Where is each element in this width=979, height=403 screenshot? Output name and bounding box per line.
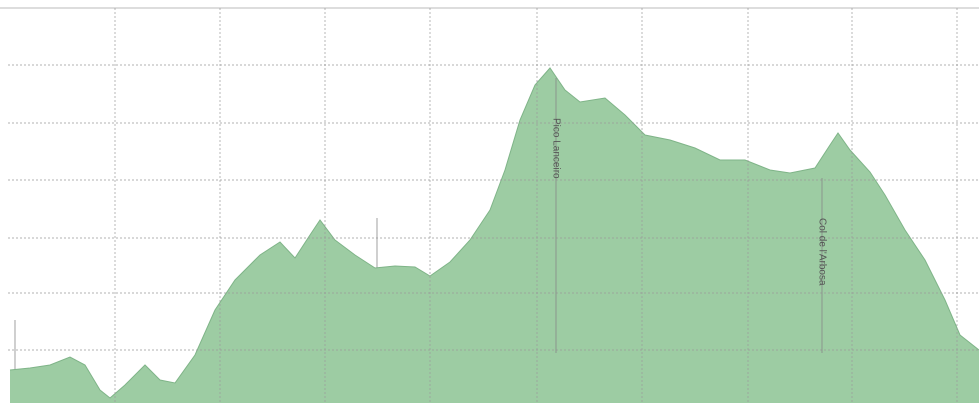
annotation: Col de l'Arbosa (816, 218, 827, 286)
area-edge (9, 67, 979, 399)
area (10, 68, 979, 403)
annotation: Pico Lanceiro (550, 118, 561, 179)
